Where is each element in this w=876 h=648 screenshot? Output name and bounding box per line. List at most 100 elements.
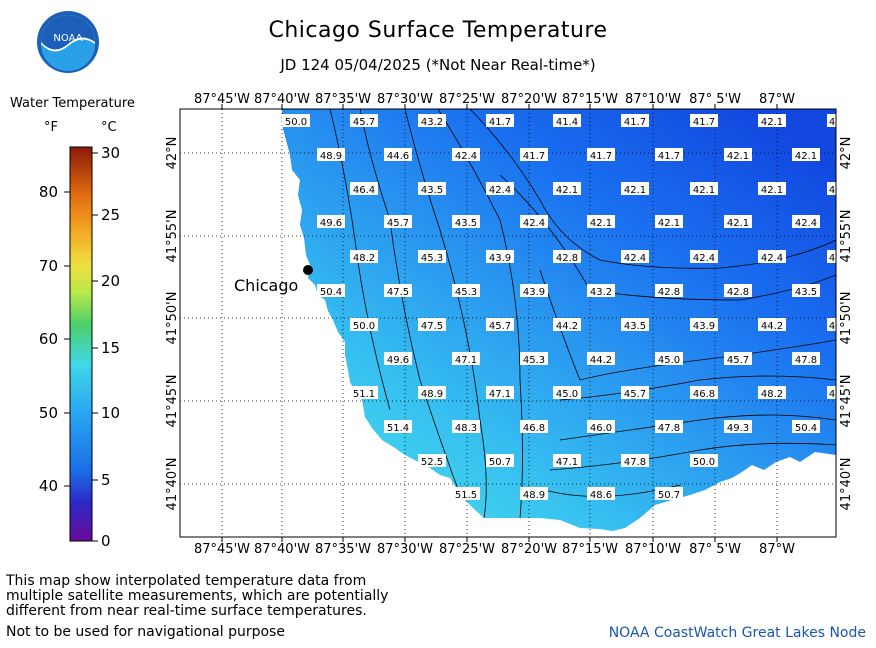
temperature-label: 47.1 (556, 457, 578, 468)
temperature-label-bg (792, 352, 820, 365)
longitude-label: 87°W (759, 92, 795, 107)
temperature-map: 50.0 45.7 43.2 41.7 41.4 41.7 41.7 42.1 4 48.9 44.… (165, 92, 854, 557)
temperature-label: 46.0 (590, 423, 612, 434)
longitude-label: 87° 5'W (689, 542, 741, 557)
temperature-label-bg (486, 114, 514, 127)
unit-celsius: °C (101, 120, 117, 135)
temperature-label: 45.7 (624, 389, 646, 400)
temperature-label-bg (553, 182, 581, 195)
temperature-label: 50.0 (693, 457, 715, 468)
temperature-label: 48.9 (523, 490, 545, 501)
temperature-label-bg (384, 420, 412, 433)
temperature-label: 4 (829, 253, 835, 264)
temperature-label: 41.7 (590, 151, 612, 162)
temperature-label: 43.9 (523, 287, 545, 298)
temperature-label-bg (587, 215, 615, 228)
color-bar (69, 146, 93, 542)
longitude-label: 87°15'W (562, 542, 618, 557)
longitude-label: 87°20'W (501, 92, 557, 107)
temperature-label-bg (486, 250, 514, 263)
temperature-label-bg (758, 318, 786, 331)
temperature-label-bg (758, 182, 786, 195)
legend-title: Water Temperature (10, 96, 135, 111)
fahrenheit-tick-label: 40 (39, 477, 58, 495)
temperature-label-bg (758, 386, 786, 399)
temperature-label: 48.9 (320, 151, 342, 162)
temperature-label-bg (758, 114, 786, 127)
temperature-label-bg (452, 215, 480, 228)
temperature-label-bg (350, 318, 378, 331)
temperature-label-bg (827, 250, 836, 263)
temperature-label: 41.7 (658, 151, 680, 162)
credit-text: NOAA CoastWatch Great Lakes Node (608, 625, 866, 641)
temperature-label: 42.1 (761, 117, 783, 128)
temperature-label: 50.7 (658, 490, 680, 501)
latitude-label: 41°40'N (165, 458, 180, 511)
temperature-label-bg (792, 148, 820, 161)
temperature-label-bg (486, 454, 514, 467)
temperature-label-bg (553, 250, 581, 263)
temperature-label-bg (827, 182, 836, 195)
temperature-label: 42.1 (727, 151, 749, 162)
temperature-label: 50.0 (285, 117, 307, 128)
longitude-labels-bottom: 87°45'W 87°40'W 87°35'W 87°30'W 87°25'W 87°20… (194, 537, 795, 557)
latitude-label: 41°50'N (839, 292, 854, 345)
temperature-label: 42.1 (693, 185, 715, 196)
temperature-label: 42.4 (489, 185, 511, 196)
temperature-label: 42.4 (693, 253, 715, 264)
temperature-label-bg (827, 386, 836, 399)
temperature-label-bg (655, 215, 683, 228)
temperature-label-bg (350, 114, 378, 127)
temperature-label-bg (587, 420, 615, 433)
temperature-label: 43.5 (421, 185, 443, 196)
temperature-label-bg (418, 182, 446, 195)
temperature-label-bg (724, 420, 752, 433)
temperature-label-bg (621, 318, 649, 331)
city-label-chicago: Chicago (234, 276, 298, 295)
temperature-label: 45.7 (353, 117, 375, 128)
temperature-label: 43.2 (590, 287, 612, 298)
temperature-label-bg (792, 420, 820, 433)
temperature-label: 44.2 (761, 321, 783, 332)
fahrenheit-tick-label: 60 (39, 330, 58, 348)
temperature-label: 45.7 (387, 218, 409, 229)
temperature-label: 47.8 (658, 423, 680, 434)
temperature-label-bg (520, 487, 548, 500)
temperature-label-bg (690, 318, 718, 331)
temperature-label: 50.4 (320, 287, 342, 298)
temperature-label-bg (655, 487, 683, 500)
note-line-1: This map show interpolated temperature d… (6, 573, 367, 589)
latitude-label: 42°N (839, 137, 854, 170)
longitude-label: 87°10'W (625, 542, 681, 557)
temperature-label: 48.2 (761, 389, 783, 400)
temperature-label-bg (827, 318, 836, 331)
latitude-label: 41°55'N (839, 210, 854, 263)
longitude-label: 87°25'W (439, 542, 495, 557)
temperature-label: 50.4 (795, 423, 817, 434)
temperature-label: 42.4 (795, 218, 817, 229)
temperature-label-bg (418, 318, 446, 331)
temperature-label: 4 (829, 389, 835, 400)
temperature-label: 51.4 (387, 423, 409, 434)
temperature-label-bg (350, 182, 378, 195)
temperature-label: 52.5 (421, 457, 443, 468)
temperature-label-bg (520, 284, 548, 297)
temperature-label-bg (452, 487, 480, 500)
temperature-label: 42.1 (727, 218, 749, 229)
temperature-label-bg (587, 352, 615, 365)
latitude-label: 42°N (165, 137, 180, 170)
temperature-label: 41.7 (489, 117, 511, 128)
celsius-tick-label: 5 (101, 471, 111, 489)
temperature-label: 46.8 (523, 423, 545, 434)
temperature-label-bg (724, 148, 752, 161)
longitude-label: 87°40'W (254, 92, 310, 107)
temperature-label: 43.9 (693, 321, 715, 332)
temperature-label: 42.4 (523, 218, 545, 229)
temperature-label-bg (587, 284, 615, 297)
temperature-label: 43.5 (455, 218, 477, 229)
temperature-label: 48.9 (421, 389, 443, 400)
temperature-label-bg (486, 318, 514, 331)
temperature-label-bg (452, 352, 480, 365)
temperature-label: 46.4 (353, 185, 375, 196)
